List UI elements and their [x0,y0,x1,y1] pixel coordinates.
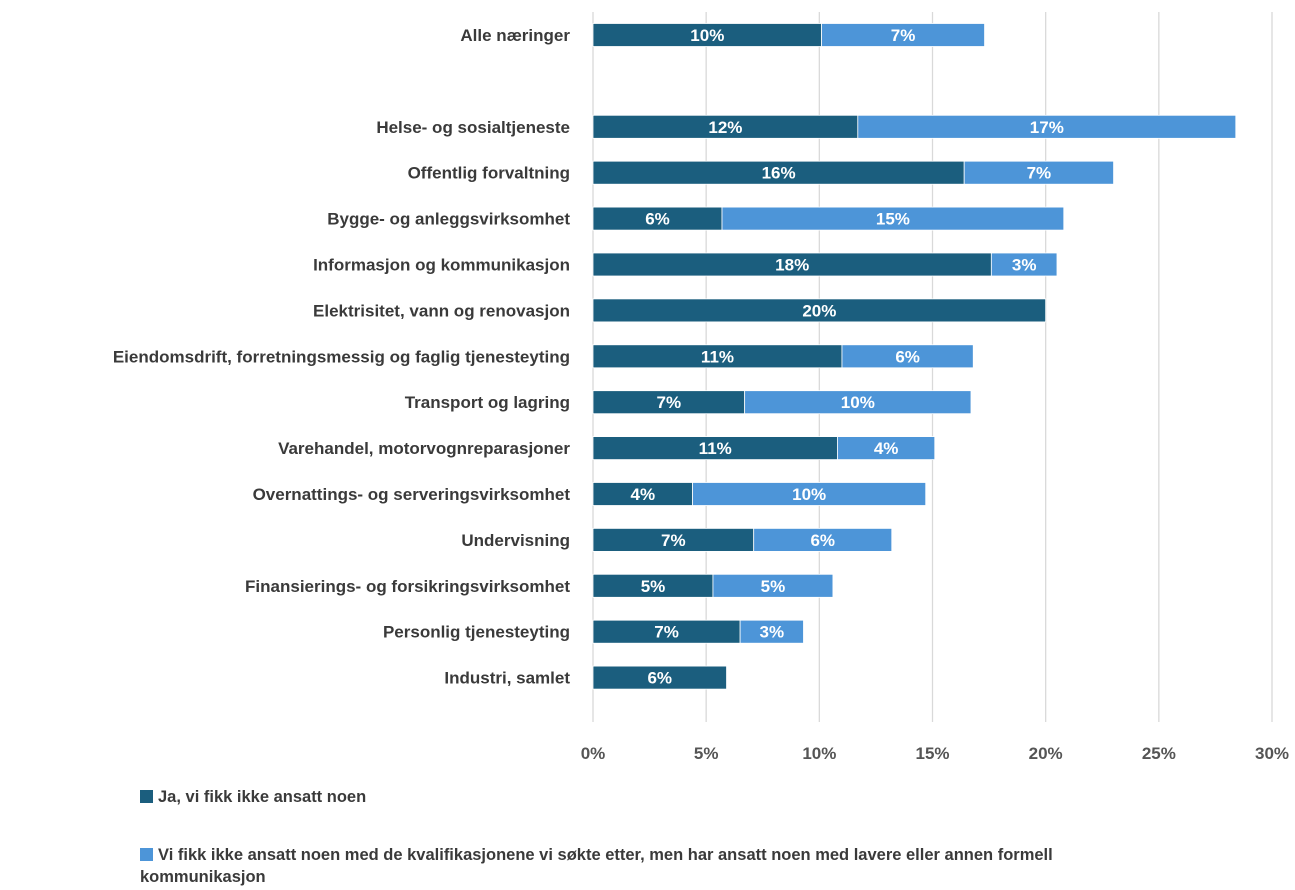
category-label: Industri, samlet [444,669,570,688]
bars: 10% 7% 12% 17% 16% 7% 6% 15% 18% 3% 20% 11% 6% 7% 10% 1… [592,23,1237,690]
category-label: Elektrisitet, vann og renovasjon [313,301,570,320]
data-label: 6% [810,531,835,550]
category-label: Overnattings- og serveringsvirksomhet [253,485,571,504]
data-label: 6% [647,669,672,688]
category-label: Finansierings- og forsikringsvirksomhet [245,577,570,596]
data-label: 10% [690,26,724,45]
bar-segment-series-2 [692,482,927,506]
data-label: 7% [654,623,679,642]
category-label: Transport og lagring [405,393,570,412]
bar-segment-series-1 [592,298,1047,323]
legend-item-series-2: Vi fikk ikke ansatt noen med de kvalifik… [140,844,1140,888]
legend-swatch-series-2 [140,848,153,861]
category-label: Undervisning [461,531,570,550]
data-label: 5% [761,577,786,596]
legend-item-series-1: Ja, vi fikk ikke ansatt noen [140,786,366,808]
data-label: 20% [802,301,836,320]
data-label: 11% [699,439,732,458]
category-label: Informasjon og kommunikasjon [313,256,570,275]
data-label: 11% [701,347,734,366]
bar-segment-series-2 [857,114,1237,139]
data-label: 15% [876,210,910,229]
category-label: Helse- og sosialtjeneste [376,118,570,137]
data-label: 12% [708,118,742,137]
category-label: Bygge- og anleggsvirksomhet [327,210,570,229]
data-label: 3% [760,623,785,642]
bar-segment-series-2 [744,390,972,415]
data-label: 17% [1030,118,1064,137]
data-label: 7% [657,393,682,412]
bar-segment-series-2 [721,206,1065,231]
x-tick-label: 30% [1255,744,1289,763]
x-tick-label: 5% [694,744,719,763]
bar-segment-series-2 [753,528,893,552]
x-tick-label: 25% [1142,744,1176,763]
x-tick-label: 15% [915,744,949,763]
category-label: Personlig tjenesteyting [383,623,570,642]
bar-segment-series-2 [990,252,1058,277]
x-axis-tick-labels: 0% 5% 10% 15% 20% 25% 30% [581,744,1289,763]
category-label: Alle næringer [460,26,570,45]
data-label: 10% [841,393,875,412]
data-label: 5% [641,577,666,596]
bar-segment-series-2 [739,619,804,644]
legend-label-series-2: Vi fikk ikke ansatt noen med de kvalifik… [140,846,1053,886]
legend-swatch-series-1 [140,790,153,803]
data-label: 7% [661,531,686,550]
category-label: Eiendomsdrift, forretningsmessig og fagl… [113,347,570,366]
data-label: 4% [631,485,656,504]
data-label: 10% [792,485,826,504]
bar-segment-series-2 [841,344,974,369]
x-tick-label: 20% [1029,744,1063,763]
bar-segment-series-1 [592,665,727,690]
category-labels: Alle næringer Helse- og sosialtjeneste Off… [113,26,571,688]
bar-segment-series-2 [712,573,834,598]
data-label: 6% [895,347,920,366]
data-label: 3% [1012,256,1037,275]
data-label: 6% [645,210,670,229]
bar-segment-series-2 [963,160,1114,185]
bar-segment-series-2 [821,23,985,47]
x-tick-label: 0% [581,744,606,763]
data-label: 7% [1027,164,1052,183]
category-label: Varehandel, motorvognreparasjoner [278,439,570,458]
bar-segment-series-2 [837,436,936,461]
data-label: 4% [874,439,899,458]
category-label: Offentlig forvaltning [408,164,570,183]
legend-label-series-1: Ja, vi fikk ikke ansatt noen [158,788,367,806]
data-label: 7% [891,26,916,45]
data-label: 18% [775,256,809,275]
x-tick-label: 10% [802,744,836,763]
data-label: 16% [762,164,796,183]
